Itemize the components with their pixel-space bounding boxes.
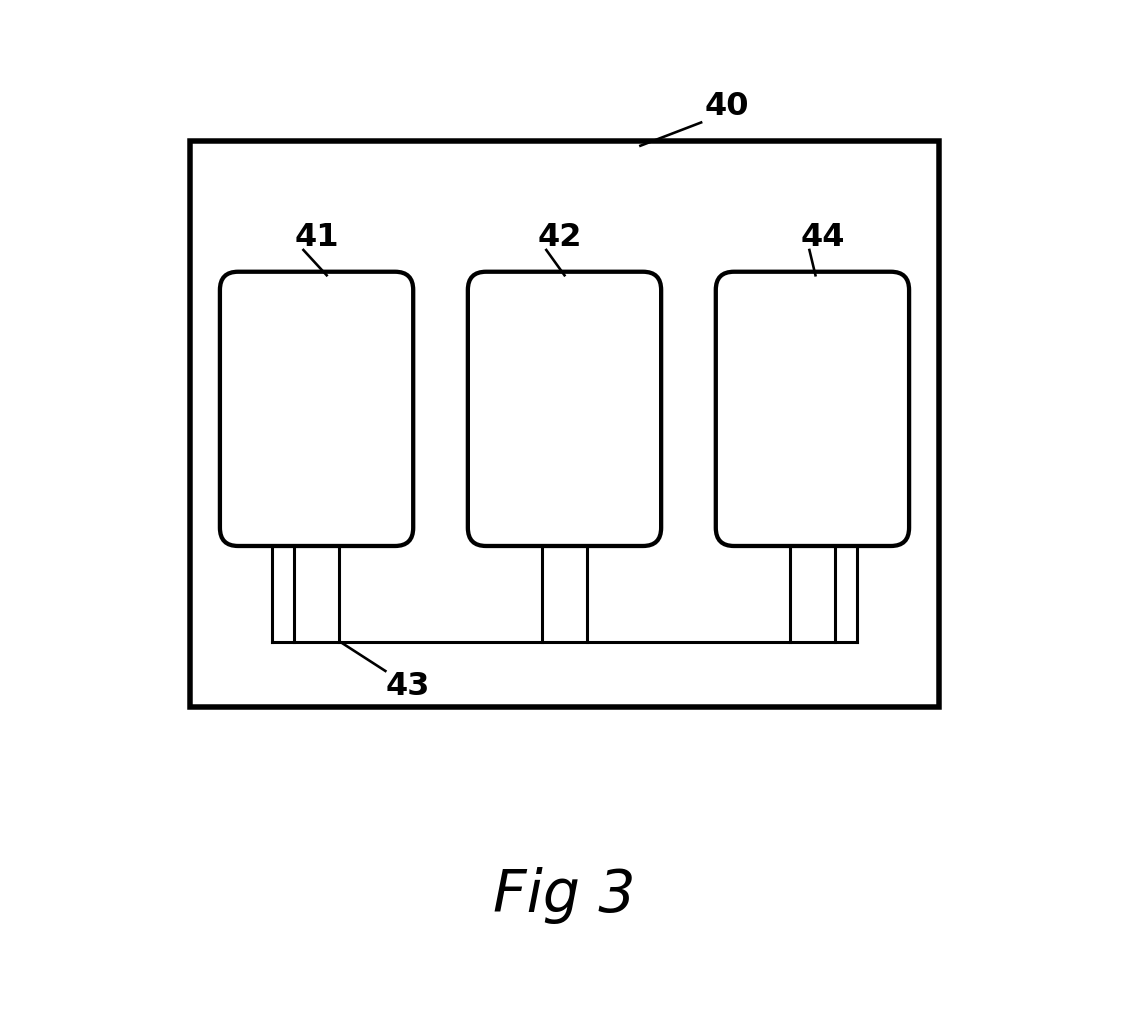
Text: 41: 41 bbox=[295, 222, 339, 253]
Text: 40: 40 bbox=[704, 91, 749, 121]
Text: 42: 42 bbox=[537, 222, 581, 253]
FancyBboxPatch shape bbox=[716, 273, 909, 547]
Bar bbox=[190, 142, 939, 708]
Text: Fig 3: Fig 3 bbox=[493, 866, 636, 923]
Text: 43: 43 bbox=[385, 670, 430, 701]
FancyBboxPatch shape bbox=[467, 273, 662, 547]
Text: 44: 44 bbox=[800, 222, 844, 253]
FancyBboxPatch shape bbox=[220, 273, 413, 547]
